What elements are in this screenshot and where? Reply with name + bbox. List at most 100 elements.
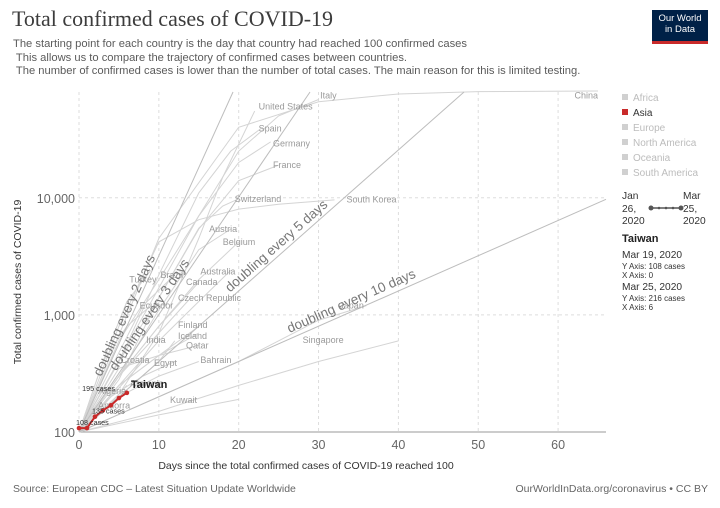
legend-item-asia[interactable]: Asia (622, 108, 652, 119)
end-date-line-2: 25, (683, 203, 698, 215)
country-label: Turkey (129, 275, 157, 285)
timeline-slider[interactable] (648, 203, 684, 213)
x-axis-label: Days since the total confirmed cases of … (158, 460, 453, 472)
country-label: Italy (320, 90, 337, 100)
tooltip-end-x: X Axis: 6 (622, 303, 654, 312)
series-line-china (78, 90, 599, 433)
legend-item-south-america[interactable]: South America (622, 168, 698, 179)
series-line-qatar (78, 344, 199, 433)
country-label: Armenia (130, 378, 164, 388)
country-label: South Korea (346, 194, 396, 204)
y-tick-label: 10,000 (37, 192, 75, 206)
country-label: Egypt (154, 358, 178, 368)
credit-link[interactable]: OurWorldInData.org/coronavirus • CC BY (515, 483, 708, 495)
y-tick-label: 1,000 (44, 309, 75, 323)
country-label: Qatar (186, 340, 209, 350)
tooltip-country: Taiwan (622, 233, 659, 245)
legend-swatch (622, 94, 628, 100)
start-date-line-1: Jan (622, 191, 639, 202)
series-line-kuwait (78, 398, 239, 433)
country-label: Andorra (98, 401, 130, 411)
legend-label: Africa (633, 93, 659, 104)
country-label: Kuwait (170, 395, 198, 405)
highlight-point (84, 425, 90, 431)
legend-label: South America (633, 168, 699, 179)
timeline-end-date[interactable]: Mar 25, 2020 (683, 191, 706, 229)
start-date-line-3: 2020 (622, 216, 645, 227)
legend-item-europe[interactable]: Europe (622, 123, 665, 134)
x-tick-label: 20 (232, 438, 246, 452)
x-tick-label: 0 (76, 438, 83, 452)
country-label: Canada (186, 277, 218, 287)
highlight-point-label: 195 cases (82, 384, 115, 393)
country-label: Spain (259, 124, 282, 134)
axes: 0 10 20 30 40 50 60 100 1,000 10,000 (37, 192, 606, 452)
chart-title: Total confirmed cases of COVID-19 (12, 6, 334, 31)
series-line-brazil (78, 274, 176, 433)
highlight-point (100, 408, 106, 413)
country-label: Bahrain (200, 355, 231, 365)
country-label: Ecuador (140, 301, 174, 311)
background-series (78, 90, 599, 433)
legend-item-africa[interactable]: Africa (622, 93, 659, 104)
country-label: Belgium (223, 237, 256, 247)
legend-swatch (622, 139, 628, 145)
timeline-dot (664, 206, 668, 210)
highlight-series: 108 cases 135 cases 195 cases Taiwan (76, 379, 168, 431)
highlight-point (124, 390, 130, 396)
country-label: Algeria (98, 386, 126, 396)
logo-line-2: in Data (664, 24, 696, 35)
doubling-line-10-days (78, 198, 607, 433)
country-label: Finland (178, 320, 208, 330)
series-line-czech-republic (78, 297, 192, 433)
legend-label: Asia (633, 108, 653, 119)
x-tick-label: 10 (152, 438, 166, 452)
legend-item-north-america[interactable]: North America (622, 138, 696, 149)
x-tick-label: 60 (551, 438, 565, 452)
timeline-dot (671, 206, 675, 210)
tooltip-end-date: Mar 25, 2020 (622, 282, 683, 293)
country-label: Singapore (303, 335, 344, 345)
series-line-italy (78, 99, 319, 433)
timeline-start-handle[interactable] (648, 205, 654, 211)
highlight-point (108, 403, 114, 408)
y-axis-label: Total confirmed cases of COVID-19 (12, 200, 24, 365)
x-tick-label: 50 (471, 438, 485, 452)
legend-label: Oceania (633, 153, 671, 164)
logo-accent-bar (652, 41, 708, 44)
country-label: India (146, 335, 166, 345)
country-label: France (273, 160, 301, 170)
country-label: Switzerland (235, 194, 282, 204)
series-line-switzerland (78, 198, 239, 433)
logo-line-1: Our World (658, 13, 702, 24)
highlight-point (92, 414, 98, 420)
country-label: Croatia (121, 355, 150, 365)
doubling-line-3-days (78, 91, 311, 433)
chart-subtitle: The starting point for each country is t… (13, 38, 581, 78)
country-label: Australia (200, 266, 235, 276)
timeline-start-date[interactable]: Jan 26, 2020 (622, 191, 645, 229)
highlight-series-name: Taiwan (131, 379, 168, 391)
country-labels: China Italy United States Spain Germany Franc… (98, 90, 598, 410)
source-note[interactable]: Source: European CDC – Latest Situation … (13, 483, 296, 495)
tooltip-start-y: Y Axis: 108 cases (622, 262, 685, 271)
highlight-point-label: 135 cases (92, 407, 125, 416)
legend-label: North America (633, 138, 697, 149)
timeline-end-handle[interactable] (678, 205, 684, 211)
country-label: Iceland (178, 331, 207, 341)
country-label: Brazil (160, 270, 183, 280)
country-label: China (574, 90, 598, 100)
x-tick-label: 30 (312, 438, 326, 452)
owid-logo[interactable]: Our World in Data (652, 10, 708, 44)
doubling-line-5-days (78, 91, 465, 433)
legend-swatch (622, 169, 628, 175)
legend-swatch (622, 154, 628, 160)
highlight-point (116, 395, 122, 401)
legend-item-oceania[interactable]: Oceania (622, 153, 670, 164)
series-line-south-korea (78, 199, 335, 433)
y-tick-label: 100 (54, 426, 75, 440)
country-label: Czech Republic (178, 293, 242, 303)
country-label: Austria (209, 224, 237, 234)
series-line-egypt (78, 361, 176, 433)
